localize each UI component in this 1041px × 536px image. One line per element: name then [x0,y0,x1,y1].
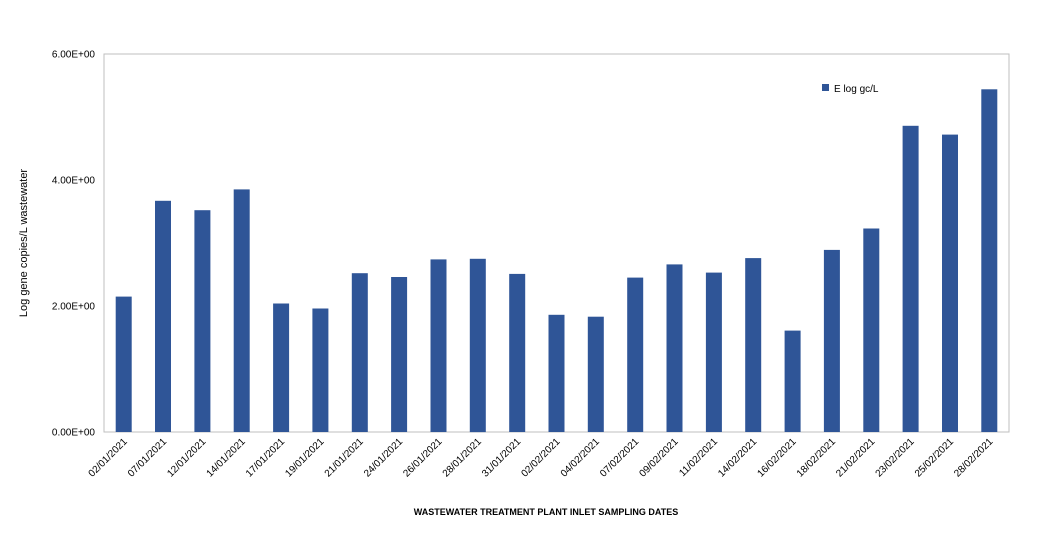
x-tick-label: 02/02/2021 [519,436,562,479]
bar-11/02/2021 [705,272,722,432]
y-tick-label: 6.00E+00 [52,50,96,61]
y-tick-label: 0.00E+00 [52,428,96,439]
bar-17/01/2021 [273,303,290,432]
x-tick-label: 28/01/2021 [441,436,484,479]
bar-02/01/2021 [115,296,132,432]
x-tick-label: 12/01/2021 [165,436,208,479]
y-tick-label: 2.00E+00 [52,302,96,313]
y-axis-label: Log gene copies/L wastewater [18,169,30,318]
x-tick-label: 11/02/2021 [677,436,720,479]
x-tick-label: 19/01/2021 [283,436,326,479]
bar-07/01/2021 [155,200,171,432]
bar-28/01/2021 [469,258,486,433]
x-tick-label: 16/02/2021 [756,436,799,479]
x-tick-label: 21/02/2021 [834,436,877,479]
bar-23/02/2021 [902,125,919,433]
bar-14/01/2021 [233,189,250,432]
x-tick-label: 04/02/2021 [559,436,602,479]
y-tick-label: 4.00E+00 [52,176,96,187]
y-tick-labels: 0.00E+00 2.00E+00 4.00E+00 6.00E+00 [52,50,96,439]
x-tick-label: 18/02/2021 [795,436,838,479]
x-tick-labels: 02/01/202107/01/202112/01/202114/01/2021… [87,436,996,479]
bar-16/02/2021 [784,330,801,432]
x-tick-label: 09/02/2021 [637,436,680,479]
x-tick-label: 24/01/2021 [362,436,405,479]
x-tick-label: 23/02/2021 [874,436,917,479]
bar-26/01/2021 [430,259,447,432]
legend-label: E log gc/L [834,84,879,95]
x-tick-label: 07/01/2021 [126,436,169,479]
x-tick-label: 14/02/2021 [716,436,759,479]
bar-28/02/2021 [981,89,998,433]
x-axis-label: WASTEWATER TREATMENT PLANT INLET SAMPLIN… [414,507,679,517]
bar-12/01/2021 [194,210,211,432]
x-tick-label: 17/01/2021 [244,436,287,479]
bar-31/01/2021 [509,273,526,432]
bar-04/02/2021 [587,316,604,432]
bars-group [115,89,998,433]
bar-07/02/2021 [627,277,644,432]
x-tick-label: 25/02/2021 [913,436,956,479]
bar-21/02/2021 [863,228,880,432]
x-tick-label: 28/02/2021 [952,436,995,479]
x-tick-label: 31/01/2021 [480,436,523,479]
bar-25/02/2021 [942,134,958,432]
bar-09/02/2021 [666,264,683,432]
bar-02/02/2021 [548,314,565,432]
legend: E log gc/L [822,84,879,95]
bar-24/01/2021 [391,277,408,432]
legend-swatch [822,84,829,91]
x-tick-label: 14/01/2021 [205,436,248,479]
bar-19/01/2021 [312,308,329,432]
bar-21/01/2021 [351,273,368,432]
bar-14/02/2021 [745,258,762,432]
x-tick-label: 07/02/2021 [598,436,641,479]
bar-18/02/2021 [823,249,840,432]
x-tick-label: 21/01/2021 [323,436,366,479]
x-tick-label: 02/01/2021 [87,436,130,479]
x-tick-label: 26/01/2021 [401,436,444,479]
